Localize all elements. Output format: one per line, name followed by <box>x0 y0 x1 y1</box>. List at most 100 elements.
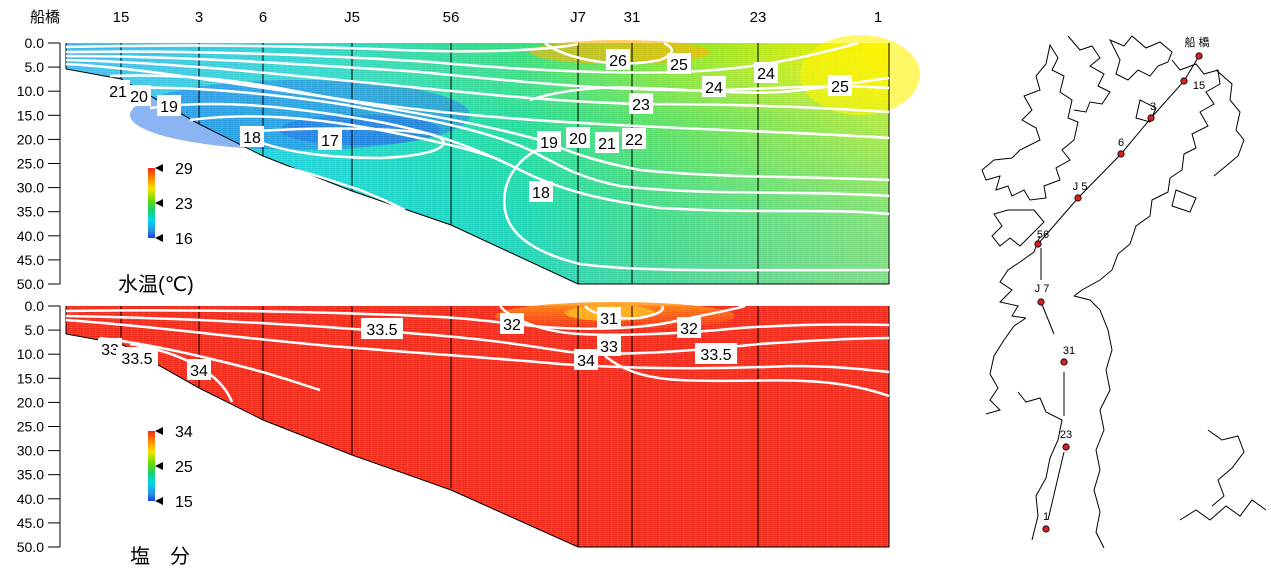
contour-label-box <box>361 318 403 339</box>
contour-label: 33.5 <box>366 322 397 339</box>
temperature-contour <box>249 158 406 212</box>
tokyo-bay-map: 船 橋 15 3 6 J 5 56 J 7 31 23 1 <box>981 35 1267 549</box>
salinity-contour <box>604 355 890 398</box>
contour-label: 33 <box>600 339 618 356</box>
contour-label: 23 <box>632 97 650 114</box>
temperature-contour <box>129 86 890 198</box>
contour-label-box <box>500 313 524 334</box>
temperature-y-axis: 0.0 5.0 10.0 15.0 20.0 25.0 30.0 35.0 40.0 45.0 50… <box>17 35 61 292</box>
salinity-grid-texture <box>66 306 889 547</box>
station-header-label: 23 <box>750 9 767 26</box>
contour-label-box <box>537 131 561 152</box>
temperature-panel: 0.0 5.0 10.0 15.0 20.0 25.0 30.0 35.0 40.0 45.0 50… <box>17 35 920 296</box>
contour-label: 34 <box>190 363 208 380</box>
colorbar-tick <box>155 462 163 470</box>
y-tick-label: 5.0 <box>25 322 45 338</box>
station-header-label: 56 <box>443 9 460 26</box>
salinity-title: 塩 分 <box>130 545 190 568</box>
salinity-contour <box>65 314 890 355</box>
survey-line <box>1037 55 1200 521</box>
map-station-label: J 5 <box>1073 181 1088 193</box>
y-tick-label: 0.0 <box>25 298 45 314</box>
station-marker <box>1042 525 1050 533</box>
contour-label: 19 <box>540 135 558 152</box>
contour-label-box <box>595 132 619 153</box>
station-header-label: 3 <box>195 9 203 26</box>
contour-label-box <box>116 347 158 368</box>
map-station-label: 6 <box>1118 137 1124 149</box>
contour-label: 33 <box>101 342 119 359</box>
contour-label: 33.5 <box>700 347 731 364</box>
contour-label-box <box>828 75 852 96</box>
y-tick-label: 50.0 <box>17 539 44 555</box>
contour-label-box <box>566 127 590 148</box>
y-tick-label: 45.0 <box>17 515 44 531</box>
y-tick-label: 10.0 <box>17 83 44 99</box>
contour-label-box <box>127 85 151 106</box>
contour-label-box <box>574 349 598 370</box>
colorbar-tick <box>155 427 163 435</box>
y-tick-label: 15.0 <box>17 107 44 123</box>
contour-label-box <box>240 126 264 147</box>
contour-label-box <box>597 307 621 328</box>
temperature-contours <box>65 41 890 272</box>
contour-label: 24 <box>757 66 775 83</box>
contour-label-box <box>318 129 342 150</box>
temperature-contour <box>65 41 859 74</box>
contour-label: 22 <box>625 132 643 149</box>
salinity-bottom-outline <box>65 306 890 548</box>
contour-label: 25 <box>670 57 688 74</box>
contour-label-box <box>622 128 646 149</box>
y-tick-label: 40.0 <box>17 228 44 244</box>
temperature-colorbar: 29 23 16 <box>148 161 193 248</box>
contour-label: 20 <box>569 131 587 148</box>
y-tick-label: 40.0 <box>17 491 44 507</box>
temperature-contour <box>149 102 890 216</box>
contour-label: 24 <box>705 80 723 97</box>
contour-label: 31 <box>600 311 618 328</box>
map-station-label: 3 <box>1150 101 1156 113</box>
colorbar-ramp <box>148 168 155 238</box>
contour-label: 19 <box>160 99 178 116</box>
station-header-label: 船橋 <box>30 9 60 26</box>
temperature-title: 水温(℃) <box>118 273 194 296</box>
y-tick-label: 0.0 <box>25 35 45 51</box>
contour-label: 18 <box>243 130 261 147</box>
station-header-label: J5 <box>344 9 360 26</box>
y-tick-label: 30.0 <box>17 443 44 459</box>
map-station-label: 56 <box>1037 229 1049 241</box>
temperature-contour <box>503 140 890 272</box>
colorbar-tick-label: 29 <box>175 161 193 178</box>
station-header: 船橋 15 3 6 J5 56 J7 31 23 1 <box>30 9 882 26</box>
station-header-label: 1 <box>874 9 882 26</box>
contour-label: 32 <box>503 317 521 334</box>
survey-line-north <box>1037 55 1200 245</box>
contour-label: 18 <box>532 185 550 202</box>
y-tick-label: 10.0 <box>17 346 44 362</box>
map-station-label: 1 <box>1043 511 1049 523</box>
y-tick-label: 15.0 <box>17 370 44 386</box>
colorbar-tick <box>155 497 163 505</box>
station-marker <box>1060 358 1068 366</box>
colorbar-tick <box>155 199 163 207</box>
colorbar-tick-label: 23 <box>175 196 193 213</box>
map-station-label: 23 <box>1060 429 1072 441</box>
y-tick-label: 25.0 <box>17 156 44 172</box>
station-header-label: 15 <box>113 9 130 26</box>
station-marker <box>1074 194 1082 202</box>
station-marker <box>1180 77 1188 85</box>
contour-label: 21 <box>598 136 616 153</box>
station-marker <box>1147 114 1155 122</box>
colorbar-tick-label: 25 <box>175 459 193 476</box>
contour-label-box <box>106 80 130 101</box>
temperature-contour <box>65 42 579 53</box>
y-tick-label: 25.0 <box>17 419 44 435</box>
survey-line-j7-31 <box>1040 301 1055 335</box>
station-header-label: 31 <box>624 9 641 26</box>
contour-label: 34 <box>577 353 595 370</box>
station-marker <box>1037 298 1045 306</box>
contour-label: 17 <box>321 133 339 150</box>
